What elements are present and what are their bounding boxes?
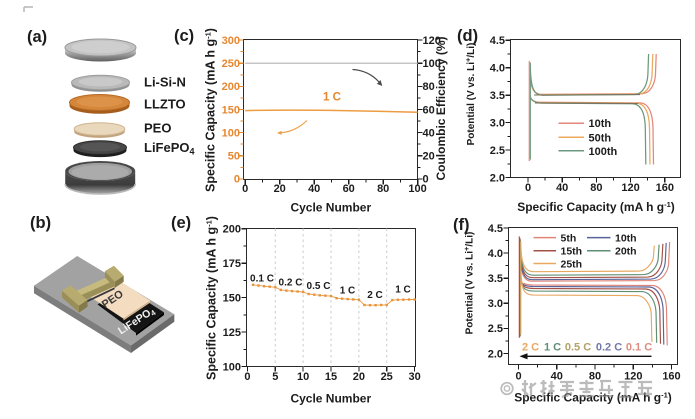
svg-text:20: 20 bbox=[353, 371, 365, 383]
svg-text:3.0: 3.0 bbox=[490, 117, 505, 129]
svg-text:120: 120 bbox=[621, 182, 639, 194]
svg-text:80: 80 bbox=[590, 182, 602, 194]
svg-text:0: 0 bbox=[525, 182, 531, 194]
svg-text:Specific Capacity (mA h g-1): Specific Capacity (mA h g-1) bbox=[205, 216, 219, 380]
svg-text:(f): (f) bbox=[453, 216, 469, 234]
svg-text:1 C: 1 C bbox=[323, 92, 341, 104]
svg-text:1 C: 1 C bbox=[395, 285, 411, 296]
svg-text:80: 80 bbox=[377, 183, 389, 195]
svg-text:Potential (V vs. Li+/Li): Potential (V vs. Li+/Li) bbox=[462, 232, 476, 335]
svg-text:2.5: 2.5 bbox=[488, 323, 503, 335]
svg-text:Li-Si-N: Li-Si-N bbox=[144, 75, 186, 90]
svg-text:200: 200 bbox=[223, 224, 241, 236]
svg-text:50: 50 bbox=[228, 151, 240, 163]
svg-text:40: 40 bbox=[556, 182, 568, 194]
svg-text:(b): (b) bbox=[30, 214, 51, 232]
svg-text:10th: 10th bbox=[615, 232, 637, 244]
svg-text:25th: 25th bbox=[561, 258, 583, 270]
svg-text:10: 10 bbox=[297, 371, 309, 383]
svg-text:0.5 C: 0.5 C bbox=[307, 281, 331, 292]
svg-text:(a): (a) bbox=[27, 28, 47, 46]
svg-text:100: 100 bbox=[423, 58, 441, 70]
svg-text:LiFePO4: LiFePO4 bbox=[144, 140, 195, 157]
svg-text:0.2 C: 0.2 C bbox=[596, 342, 622, 354]
svg-text:0: 0 bbox=[244, 371, 250, 383]
svg-text:100th: 100th bbox=[589, 146, 618, 158]
svg-text:20th: 20th bbox=[615, 246, 637, 258]
svg-text:20: 20 bbox=[274, 183, 286, 195]
svg-text:0: 0 bbox=[515, 371, 521, 383]
svg-text:30: 30 bbox=[408, 371, 420, 383]
svg-text:80: 80 bbox=[589, 371, 601, 383]
svg-text:175: 175 bbox=[223, 258, 241, 270]
svg-text:5: 5 bbox=[272, 371, 278, 383]
svg-text:160: 160 bbox=[656, 182, 674, 194]
svg-text:4.0: 4.0 bbox=[488, 248, 503, 260]
svg-text:(e): (e) bbox=[171, 214, 191, 232]
svg-text:150: 150 bbox=[223, 292, 241, 304]
svg-text:2 C: 2 C bbox=[367, 290, 383, 301]
svg-text:5th: 5th bbox=[561, 232, 577, 244]
svg-text:4.5: 4.5 bbox=[488, 223, 503, 235]
svg-text:120: 120 bbox=[423, 35, 441, 47]
svg-text:PEO: PEO bbox=[144, 121, 171, 136]
svg-text:Coulombic Efficiency (%): Coulombic Efficiency (%) bbox=[434, 36, 448, 180]
svg-text:2.0: 2.0 bbox=[490, 172, 505, 184]
svg-text:4.5: 4.5 bbox=[490, 35, 505, 47]
svg-text:Cycle Number: Cycle Number bbox=[290, 392, 371, 406]
svg-text:40: 40 bbox=[551, 371, 563, 383]
svg-text:0.2 C: 0.2 C bbox=[279, 278, 303, 289]
svg-text:60: 60 bbox=[423, 104, 435, 116]
svg-text:100: 100 bbox=[223, 361, 241, 373]
svg-text:0: 0 bbox=[234, 174, 240, 186]
svg-text:25: 25 bbox=[381, 371, 393, 383]
svg-text:200: 200 bbox=[222, 81, 240, 93]
svg-text:40: 40 bbox=[308, 183, 320, 195]
svg-text:3.5: 3.5 bbox=[490, 90, 505, 102]
svg-text:50th: 50th bbox=[589, 132, 612, 144]
svg-text:Specific Capacity (mA h g-1): Specific Capacity (mA h g-1) bbox=[517, 200, 675, 214]
svg-text:(d): (d) bbox=[457, 27, 478, 45]
svg-text:1 C: 1 C bbox=[340, 286, 356, 297]
svg-text:150: 150 bbox=[222, 104, 240, 116]
svg-text:125: 125 bbox=[223, 327, 241, 339]
svg-text:2.0: 2.0 bbox=[488, 348, 503, 360]
svg-text:15th: 15th bbox=[561, 246, 583, 258]
svg-text:300: 300 bbox=[222, 35, 240, 47]
svg-text:2 C: 2 C bbox=[522, 342, 539, 354]
svg-text:20: 20 bbox=[423, 151, 435, 163]
svg-text:1 C: 1 C bbox=[544, 342, 561, 354]
svg-text:40: 40 bbox=[423, 127, 435, 139]
svg-text:3.5: 3.5 bbox=[488, 273, 503, 285]
svg-text:250: 250 bbox=[222, 58, 240, 70]
svg-text:2.5: 2.5 bbox=[490, 145, 505, 157]
svg-text:80: 80 bbox=[423, 81, 435, 93]
svg-text:160: 160 bbox=[662, 371, 680, 383]
svg-text:Potential (V vs. Li+/Li): Potential (V vs. Li+/Li) bbox=[464, 43, 478, 146]
svg-text:Specific Capacity (mA h g-1): Specific Capacity (mA h g-1) bbox=[204, 28, 218, 192]
svg-text:(c): (c) bbox=[174, 27, 194, 45]
svg-text:120: 120 bbox=[624, 371, 642, 383]
svg-text:100: 100 bbox=[408, 183, 426, 195]
svg-text:15: 15 bbox=[325, 371, 337, 383]
svg-text:0: 0 bbox=[242, 183, 248, 195]
svg-text:3.0: 3.0 bbox=[488, 298, 503, 310]
svg-text:100: 100 bbox=[222, 127, 240, 139]
svg-text:60: 60 bbox=[343, 183, 355, 195]
svg-text:10th: 10th bbox=[589, 118, 612, 130]
svg-text:0.1 C: 0.1 C bbox=[626, 342, 652, 354]
svg-text:4.0: 4.0 bbox=[490, 63, 505, 75]
svg-text:Cycle Number: Cycle Number bbox=[290, 201, 371, 215]
svg-text:0.1 C: 0.1 C bbox=[250, 274, 274, 285]
svg-text:LLZTO: LLZTO bbox=[144, 97, 186, 112]
svg-text:0.5 C: 0.5 C bbox=[565, 342, 591, 354]
svg-text:0: 0 bbox=[423, 174, 429, 186]
